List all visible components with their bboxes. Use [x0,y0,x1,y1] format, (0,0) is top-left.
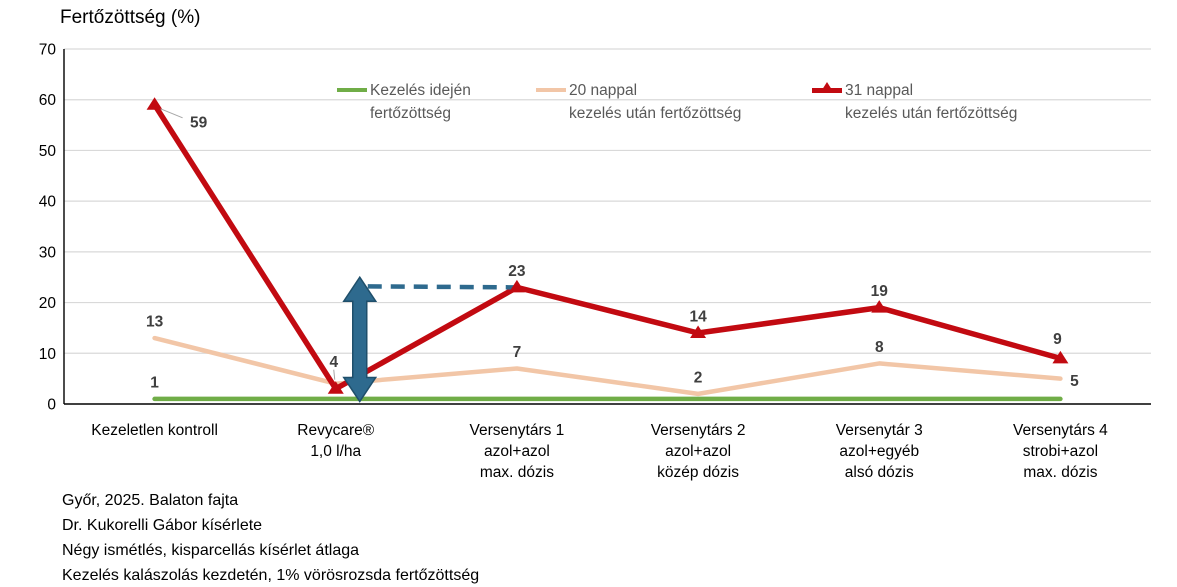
legend-line-icon [536,79,566,101]
y-tick-label: 50 [39,143,57,160]
data-label: 7 [513,344,522,361]
dashed-reference-line [367,284,514,290]
legend-item-0: Kezelés idején fertőzöttség [337,79,471,125]
legend-label: 20 nappal kezelés után fertőzöttség [569,82,742,122]
difference-arrow [342,275,378,403]
data-label: 1 [150,374,159,391]
triangle-marker [690,325,707,338]
x-axis-labels: Kezeletlen kontroll Revycare® 1,0 l/ha Vers… [91,422,1108,481]
series-markers [146,97,1069,394]
y-tick-label: 60 [39,92,57,109]
data-label: 59 [190,114,208,131]
x-category-label: Versenytárs 2 azol+azol közép dózis [651,422,746,481]
legend-item-2: 31 nappal kezelés után fertőzöttség [812,79,1017,125]
triangle-marker [871,300,888,313]
data-label: 14 [689,309,707,326]
data-label: 9 [1053,331,1062,348]
data-label: 23 [508,263,526,280]
y-tick-label: 40 [39,194,57,211]
legend-line-triangle-icon [812,79,842,101]
y-axis-tick-labels: 0 10 20 30 40 50 60 70 [39,42,57,414]
data-labels: 1 13 4 7 2 8 5 59 23 14 19 9 [146,114,1079,391]
legend-label: 31 nappal kezelés után fertőzöttség [845,82,1018,122]
series-line-1 [152,335,1063,397]
footnote-line-1: Dr. Kukorelli Gábor kísérlete [62,517,263,534]
series-lines [152,103,1063,402]
legend-line-icon [337,79,367,101]
data-label: 5 [1070,373,1079,390]
y-tick-label: 0 [47,397,56,414]
data-label: 8 [875,339,884,356]
x-category-label: Kezeletlen kontroll [91,422,218,439]
chart-title: Fertőzöttség (%) [60,7,201,28]
x-category-label: Versenytárs 1 azol+azol max. dózis [470,422,565,481]
x-category-label: Revycare® 1,0 l/ha [297,422,374,460]
data-label: 2 [694,369,703,386]
x-category-label: Versenytár 3 azol+egyéb alsó dózis [836,422,923,481]
y-tick-label: 30 [39,244,57,261]
y-tick-label: 70 [39,42,57,59]
triangle-marker [508,279,525,293]
triangle-marker [327,381,344,394]
data-label: 19 [871,283,889,300]
data-label: 4 [329,354,338,371]
series-line-2 [152,103,1062,392]
data-label: 13 [146,314,164,331]
triangle-marker [1052,350,1069,364]
y-gridlines [64,48,1151,405]
label-leader-lines [160,108,336,380]
legend-label: Kezelés idején fertőzöttség [370,82,471,122]
footnote-line-3: Kezelés kalászolás kezdetén, 1% vörösroz… [62,567,480,584]
y-tick-label: 10 [39,346,57,363]
footnote-line-0: Győr, 2025. Balaton fajta [62,492,239,509]
legend-item-1: 20 nappal kezelés után fertőzöttség [536,79,741,125]
chart-plot-area: 0 10 20 30 40 50 60 70 1 13 4 7 2 8 5 59 23 14 19 9 Kezeletl… [39,42,1151,481]
y-tick-label: 20 [39,295,57,312]
triangle-marker [146,97,163,110]
footnote-line-2: Négy ismétlés, kisparcellás kísérlet átl… [62,542,360,559]
chart-footnotes: Győr, 2025. Balaton fajta Dr. Kukorelli G… [62,488,479,587]
x-category-label: Versenytárs 4 strobi+azol max. dózis [1013,422,1108,481]
